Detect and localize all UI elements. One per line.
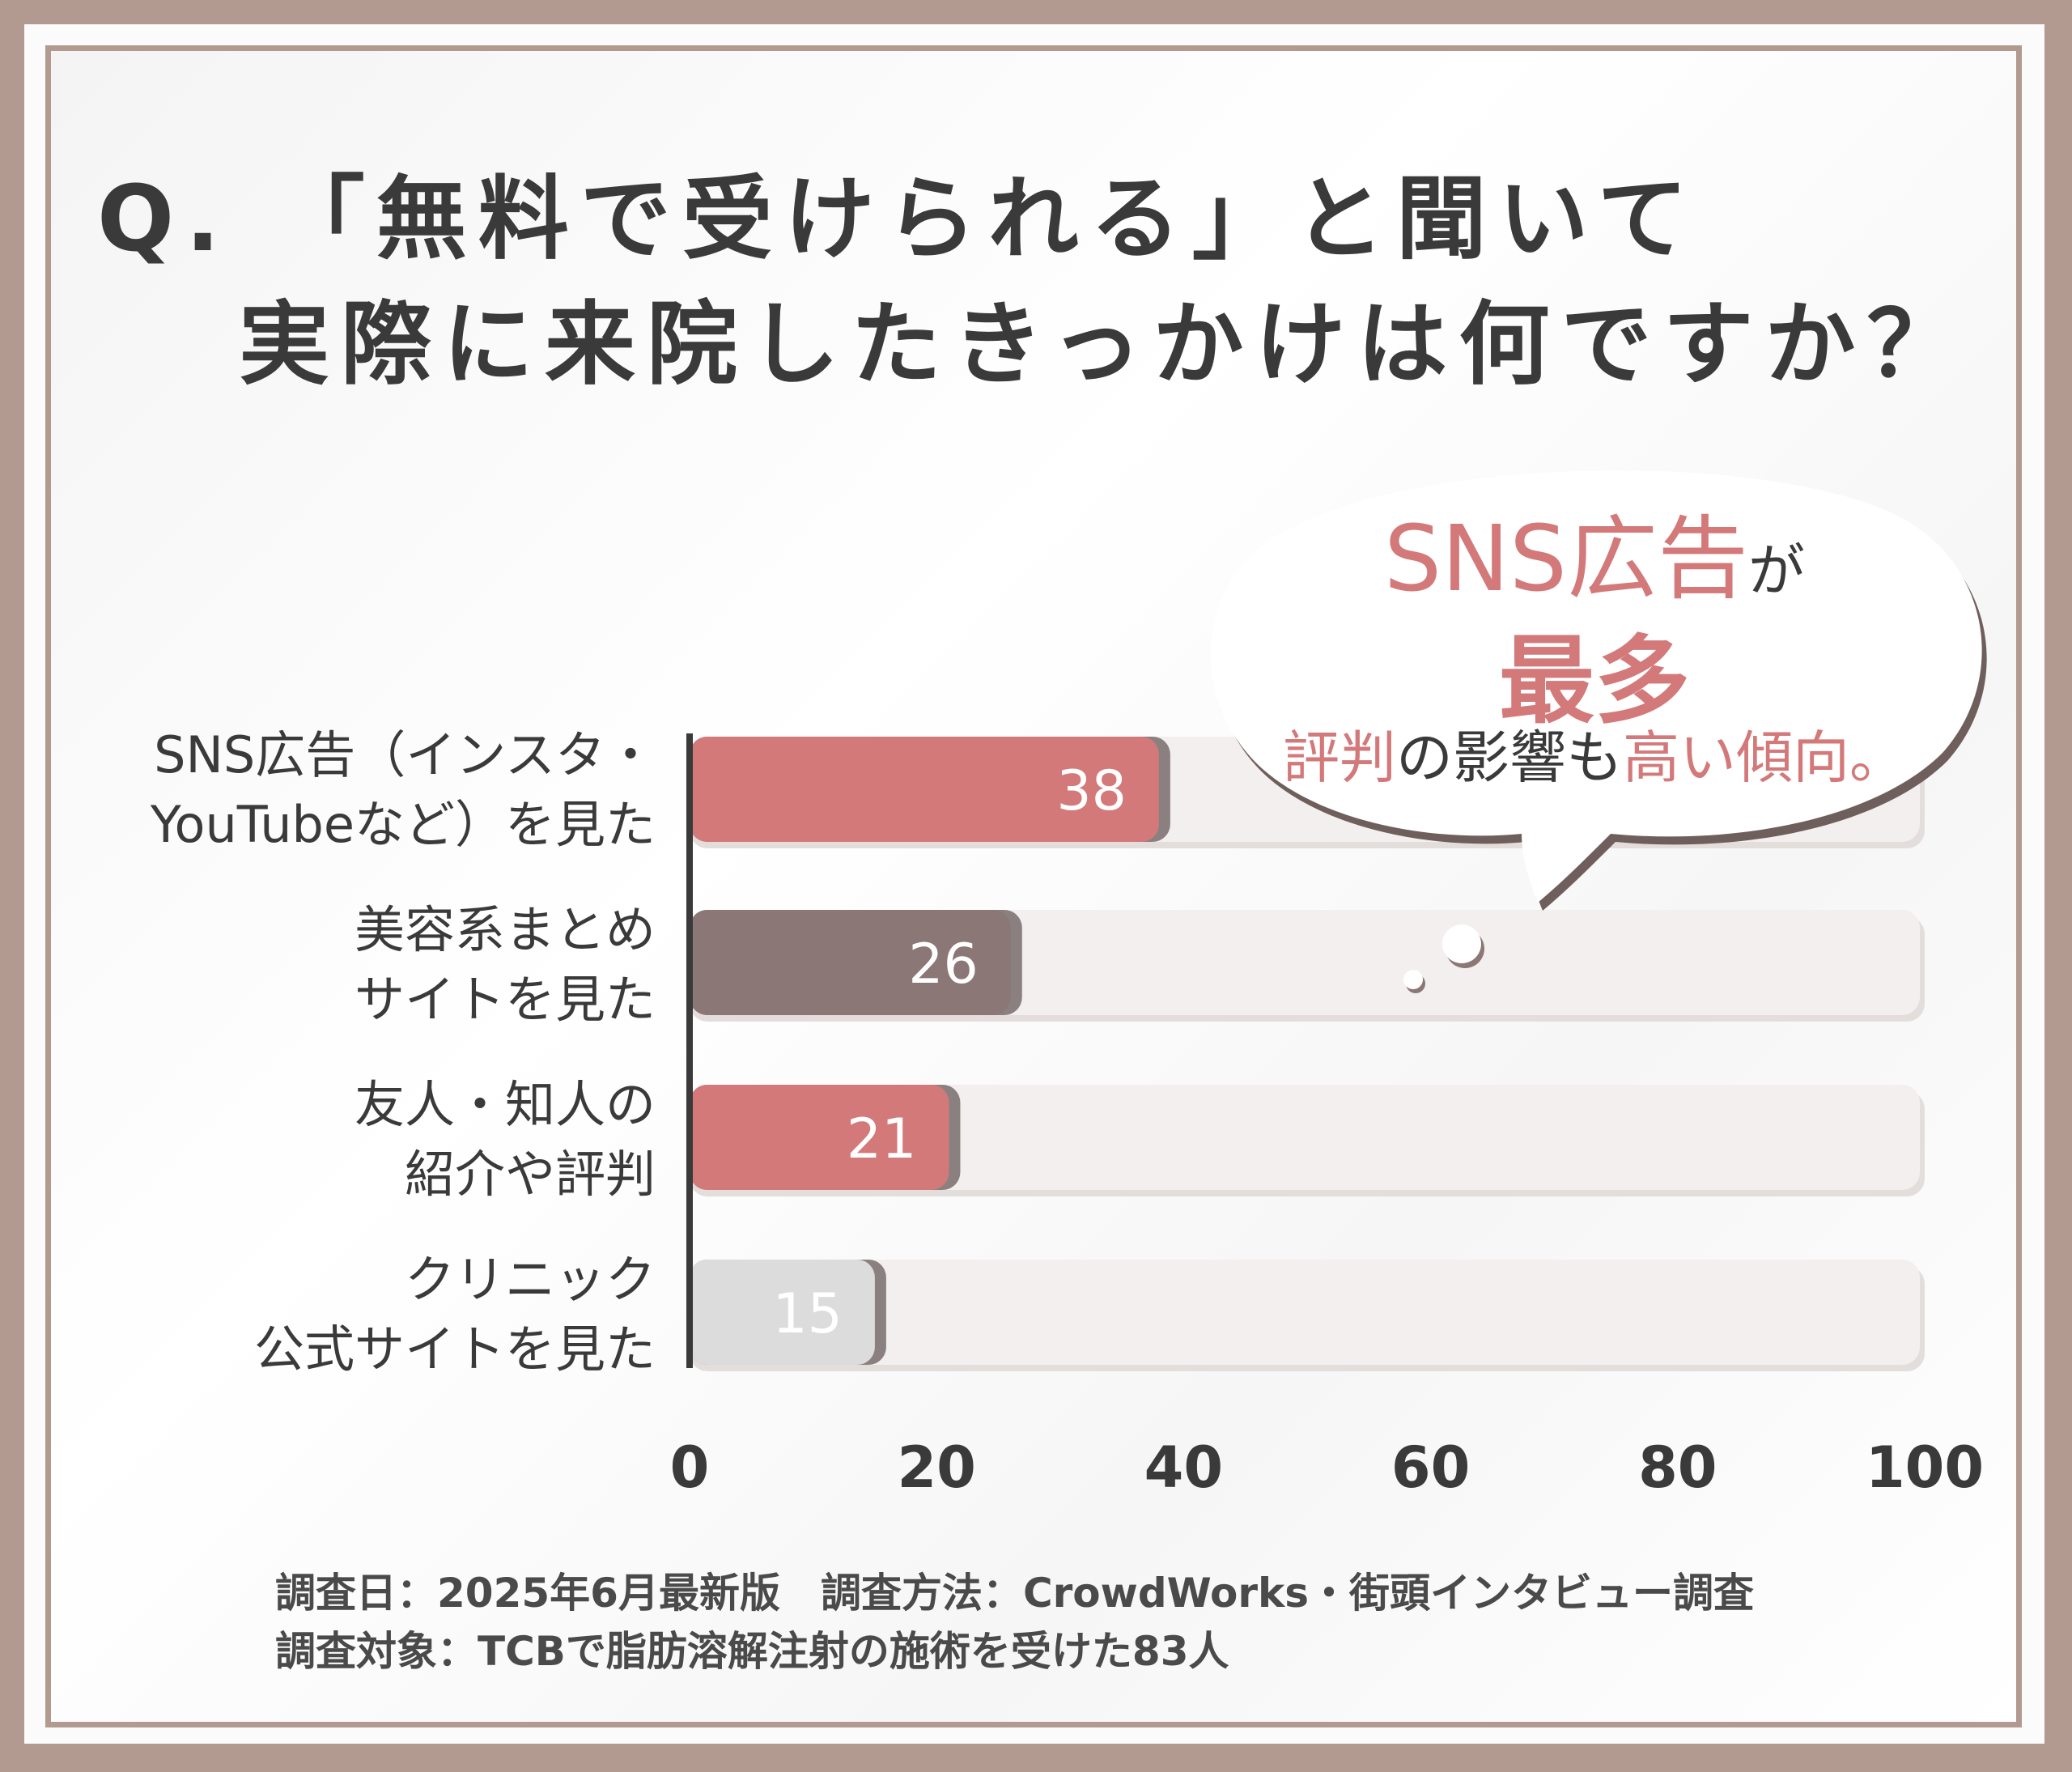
- x-tick-label: 40: [1144, 1434, 1224, 1501]
- x-tick-label: 0: [669, 1434, 710, 1501]
- category-label-line: 美容系まとめ: [354, 900, 656, 959]
- callout-particle: が: [1747, 538, 1805, 604]
- category-label-line: YouTubeなど）を見た: [150, 795, 656, 854]
- thought-dot-small: [1403, 970, 1423, 989]
- category-label: クリニック公式サイトを見た: [8, 1245, 656, 1384]
- bar-2: [690, 910, 1011, 1015]
- x-tick-label: 80: [1638, 1434, 1717, 1501]
- callout-highlight: SNS広告: [1384, 507, 1748, 612]
- callout-line1: SNS広告が: [1190, 486, 1999, 617]
- bar-track: [690, 1085, 1920, 1190]
- category-label: 美容系まとめ サイトを見た: [8, 895, 656, 1035]
- bar-track: [690, 1260, 1920, 1365]
- callout-word-influence: の影響も: [1396, 725, 1623, 791]
- callout-line2: 最多: [1498, 625, 1690, 737]
- callout-bubble: [1210, 470, 1982, 903]
- bar-value-label: 26: [908, 933, 979, 996]
- category-label-line: クリニック: [404, 1250, 656, 1309]
- inner-border: [45, 45, 2022, 1727]
- y-axis-line: [686, 733, 693, 1368]
- category-label-line: 紹介や評判: [404, 1145, 656, 1204]
- bar-4: [690, 1260, 875, 1365]
- bar-3: [690, 1085, 949, 1190]
- bar-value-label: 15: [772, 1282, 843, 1346]
- category-label-line: SNS広告（インスタ・: [154, 725, 656, 784]
- bar-value-label: 21: [847, 1107, 917, 1171]
- outer-frame: [24, 24, 2044, 1744]
- thought-dot-large: [1442, 924, 1481, 963]
- survey-info-line2: 調査対象：TCBで脂肪溶解注射の施術を受けた83人: [275, 1628, 1229, 1675]
- bar-value-label: 38: [1056, 759, 1127, 823]
- category-label-line: 友人・知人の: [354, 1075, 656, 1134]
- chart-title-line1: Q. 「無料で受けられる」と聞いて: [97, 167, 1700, 272]
- category-label: 友人・知人の紹介や評判: [8, 1070, 656, 1209]
- category-label: SNS広告（インスタ・ YouTubeなど）を見た: [8, 720, 656, 860]
- x-tick-label: 20: [897, 1434, 976, 1501]
- category-label-line: サイトを見た: [354, 970, 656, 1029]
- chart-title-line2: 実際に来院したきっかけは何ですか？: [239, 292, 1969, 397]
- category-label-line: 公式サイトを見た: [253, 1319, 656, 1379]
- callout-word-tendency: 高い傾向。: [1623, 725, 1906, 791]
- x-tick-label: 100: [1865, 1434, 1985, 1501]
- bar-1: [690, 737, 1159, 842]
- callout-line3: 評判の影響も高い傾向。: [1190, 712, 1999, 794]
- x-tick-label: 60: [1391, 1434, 1471, 1501]
- callout-word-reputation: 評判: [1283, 725, 1396, 791]
- survey-info-line1: 調査日：2025年6月最新版 調査方法：CrowdWorks・街頭インタビュー調…: [275, 1570, 1755, 1617]
